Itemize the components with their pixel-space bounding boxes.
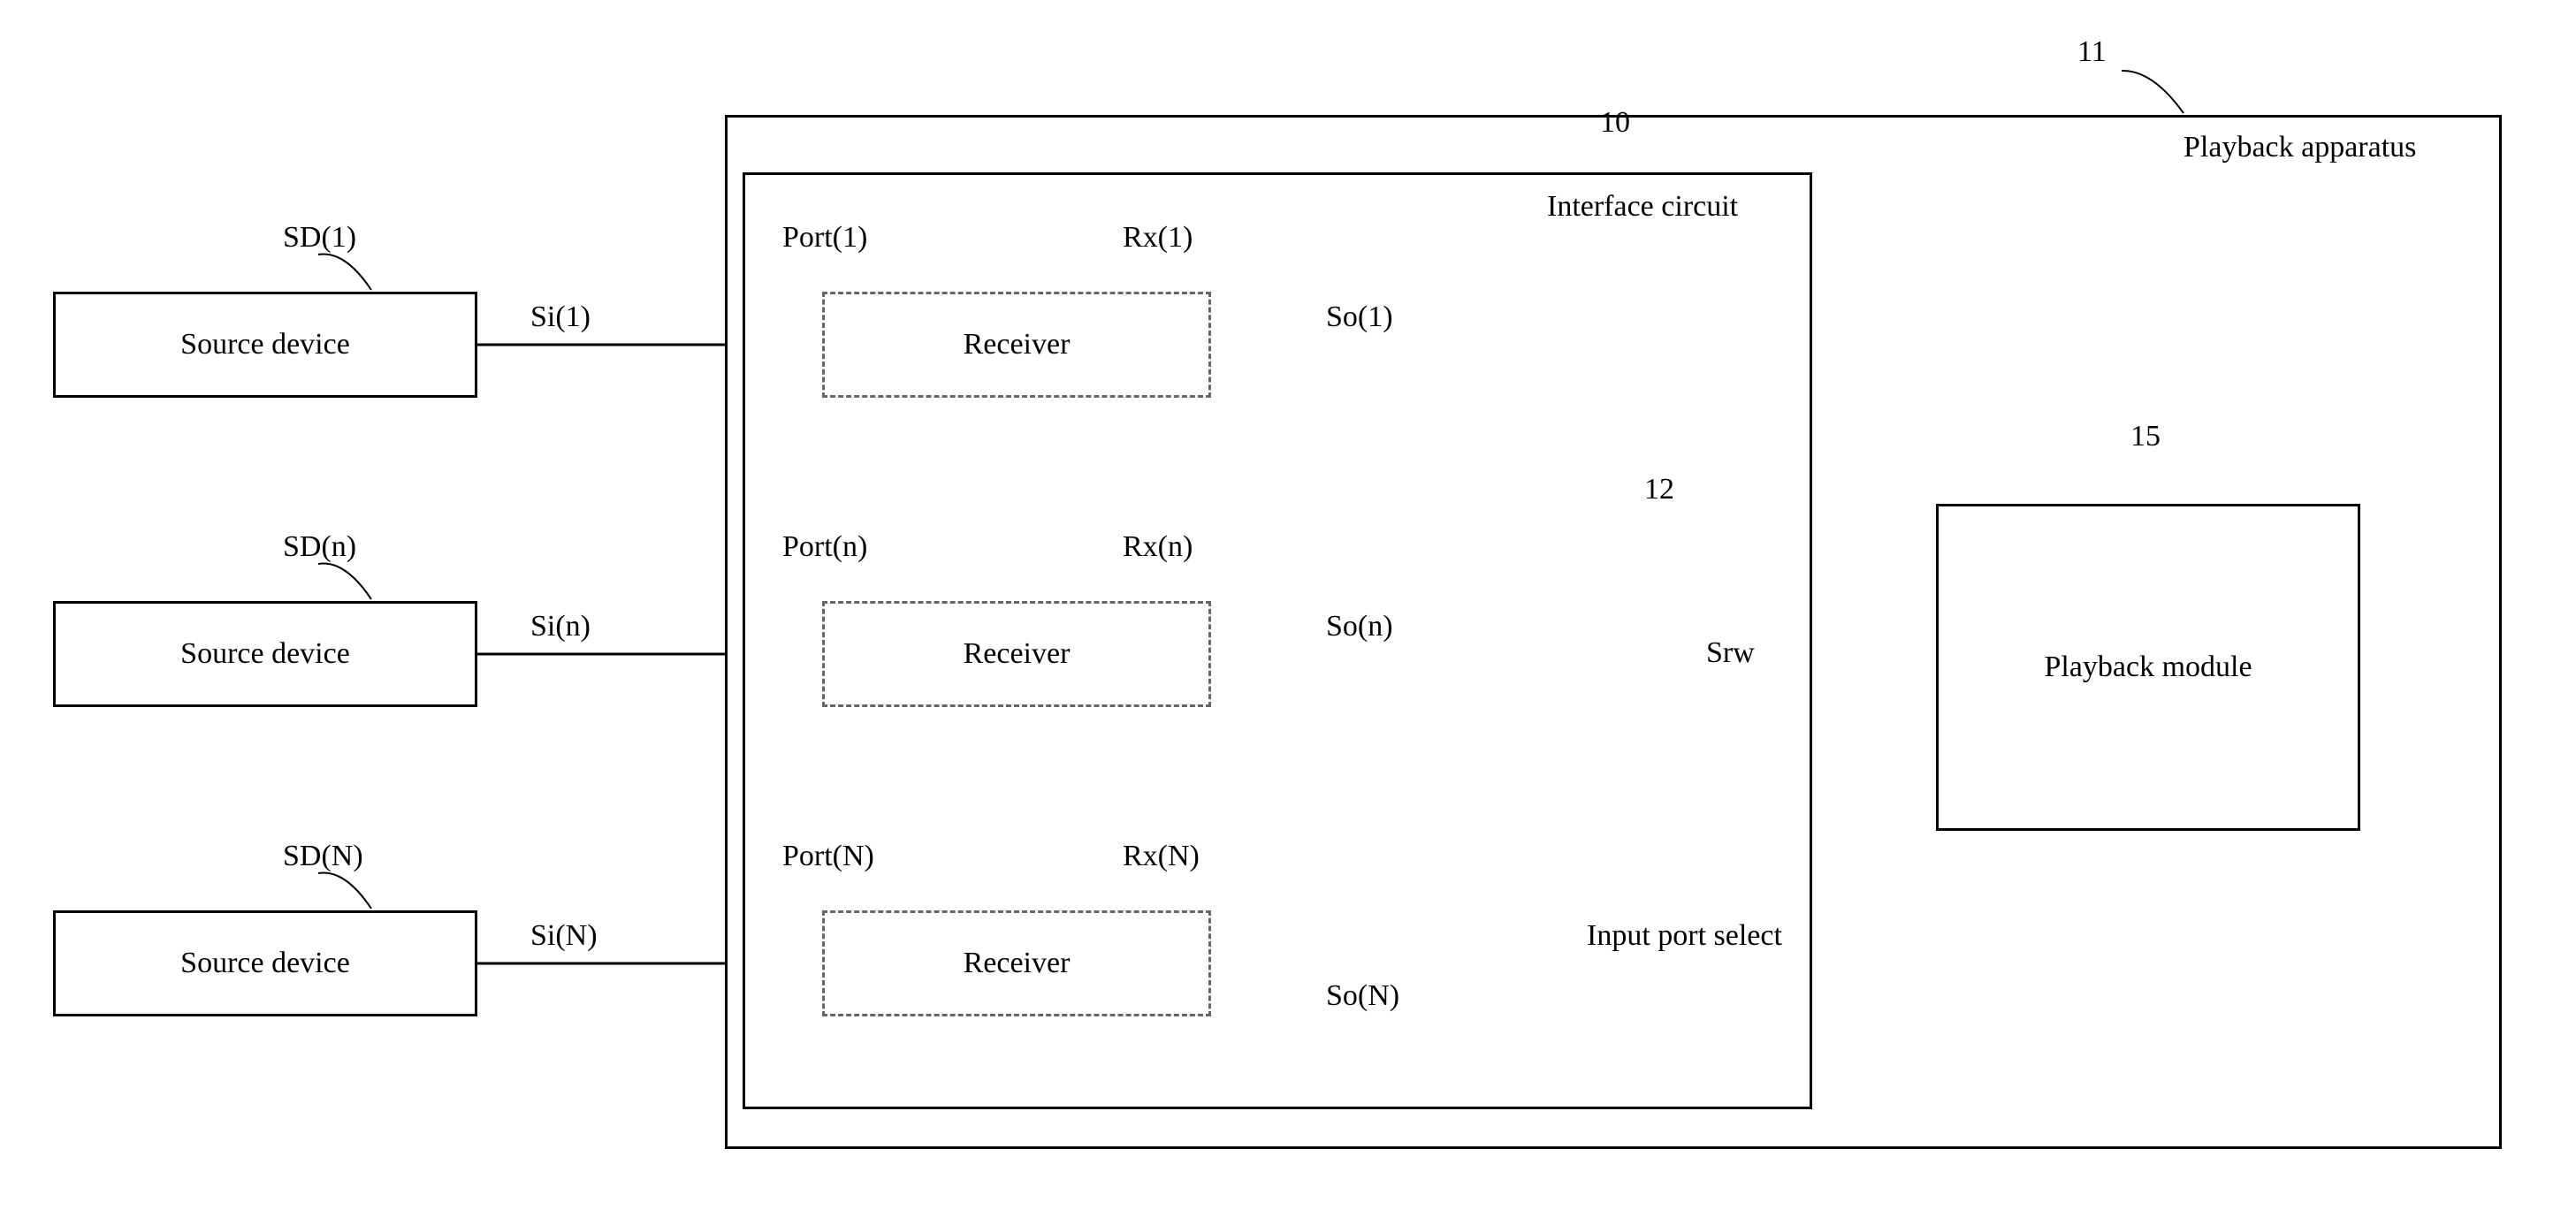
receiver-label: Receiver xyxy=(964,637,1071,671)
source-device-label: Source device xyxy=(180,328,350,361)
source-device-label: Source device xyxy=(180,637,350,671)
ref-num-10: 10 xyxy=(1600,106,1630,140)
signal-so-n: So(n) xyxy=(1326,610,1393,643)
signal-si-N: Si(N) xyxy=(530,919,598,953)
port-label-N: Port(N) xyxy=(782,840,874,873)
rx-label-N: Rx(N) xyxy=(1123,840,1200,873)
source-device-label: Source device xyxy=(180,947,350,980)
source-device-box-1: Source device xyxy=(53,292,477,398)
signal-si-1: Si(1) xyxy=(530,301,591,334)
ref-num-15: 15 xyxy=(2130,420,2161,453)
playback-apparatus-label: Playback apparatus xyxy=(2184,131,2416,164)
signal-si-n: Si(n) xyxy=(530,610,591,643)
port-label-n: Port(n) xyxy=(782,530,867,564)
receiver-label: Receiver xyxy=(964,947,1071,980)
ref-num-12: 12 xyxy=(1644,473,1674,506)
ref-sd-1: SD(1) xyxy=(283,221,356,255)
signal-so-1: So(1) xyxy=(1326,301,1393,334)
playback-module-box: Playback module xyxy=(1936,504,2360,831)
port-label-1: Port(1) xyxy=(782,221,867,255)
receiver-box-N: Receiver xyxy=(822,910,1211,1016)
receiver-label: Receiver xyxy=(964,328,1071,361)
playback-module-label: Playback module xyxy=(2044,651,2252,684)
signal-so-N: So(N) xyxy=(1326,979,1399,1013)
source-device-box-N: Source device xyxy=(53,910,477,1016)
receiver-box-1: Receiver xyxy=(822,292,1211,398)
receiver-box-n: Receiver xyxy=(822,601,1211,707)
source-device-box-n: Source device xyxy=(53,601,477,707)
input-port-select-label: Input port select xyxy=(1587,919,1782,953)
rx-label-n: Rx(n) xyxy=(1123,530,1193,564)
ref-sd-N: SD(N) xyxy=(283,840,363,873)
ref-num-11: 11 xyxy=(2077,35,2107,69)
interface-circuit-label: Interface circuit xyxy=(1547,190,1738,224)
ref-sd-n: SD(n) xyxy=(283,530,356,564)
rx-label-1: Rx(1) xyxy=(1123,221,1193,255)
signal-srw: Srw xyxy=(1706,636,1755,670)
